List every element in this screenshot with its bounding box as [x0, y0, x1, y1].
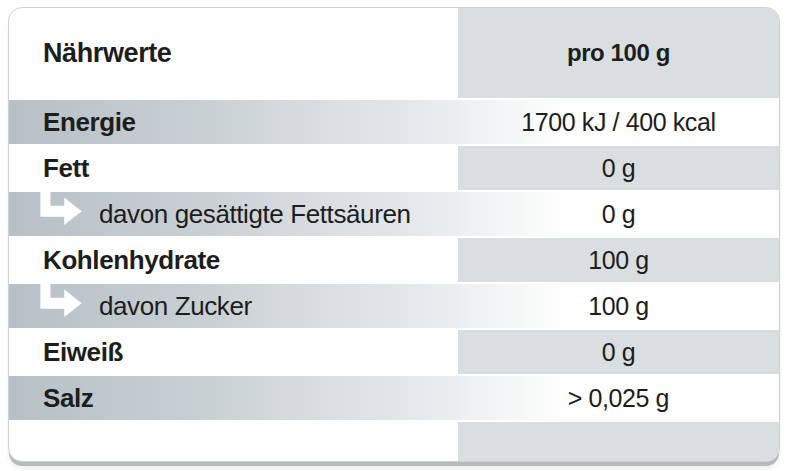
table-header-row: Nährwerte pro 100 g [9, 8, 779, 100]
row-label: Fett [9, 146, 458, 190]
row-label: davon gesättigte Fettsäuren [99, 199, 411, 230]
row-label: Kohlenhydrate [9, 238, 458, 282]
nutrition-table: Nährwerte pro 100 g Energie 1700 kJ / 40… [9, 8, 779, 422]
row-label: Eiweiß [9, 330, 458, 374]
sub-row-label-wrap: davon gesättigte Fettsäuren [9, 192, 458, 236]
row-value: 0 g [458, 330, 779, 374]
row-label: Salz [9, 376, 458, 420]
row-value: 0 g [458, 192, 779, 236]
elbow-right-arrow-icon [39, 192, 84, 226]
table-row-fett: Fett 0 g [9, 146, 779, 192]
table-row-salz: Salz > 0,025 g [9, 376, 779, 422]
table-row-zucker: davon Zucker 100 g [9, 284, 779, 330]
row-value: 100 g [458, 238, 779, 282]
table-row-energie: Energie 1700 kJ / 400 kcal [9, 100, 779, 146]
nutrition-table-card: Nährwerte pro 100 g Energie 1700 kJ / 40… [8, 7, 780, 462]
elbow-right-arrow-icon [39, 284, 84, 318]
nutrition-label-image: Nährwerte pro 100 g Energie 1700 kJ / 40… [0, 0, 788, 471]
column-header-per-100g: pro 100 g [458, 8, 779, 98]
row-value: > 0,025 g [458, 376, 779, 420]
table-row-kohlenhydrate: Kohlenhydrate 100 g [9, 238, 779, 284]
table-row-eiweiss: Eiweiß 0 g [9, 330, 779, 376]
table-row-gesaettigte-fettsaeuren: davon gesättigte Fettsäuren 0 g [9, 192, 779, 238]
row-value: 0 g [458, 146, 779, 190]
row-label: Energie [9, 100, 458, 144]
table-title: Nährwerte [9, 8, 458, 98]
sub-row-label-wrap: davon Zucker [9, 284, 458, 328]
row-value: 100 g [458, 284, 779, 328]
row-label: davon Zucker [99, 291, 252, 322]
row-value: 1700 kJ / 400 kcal [458, 100, 779, 144]
